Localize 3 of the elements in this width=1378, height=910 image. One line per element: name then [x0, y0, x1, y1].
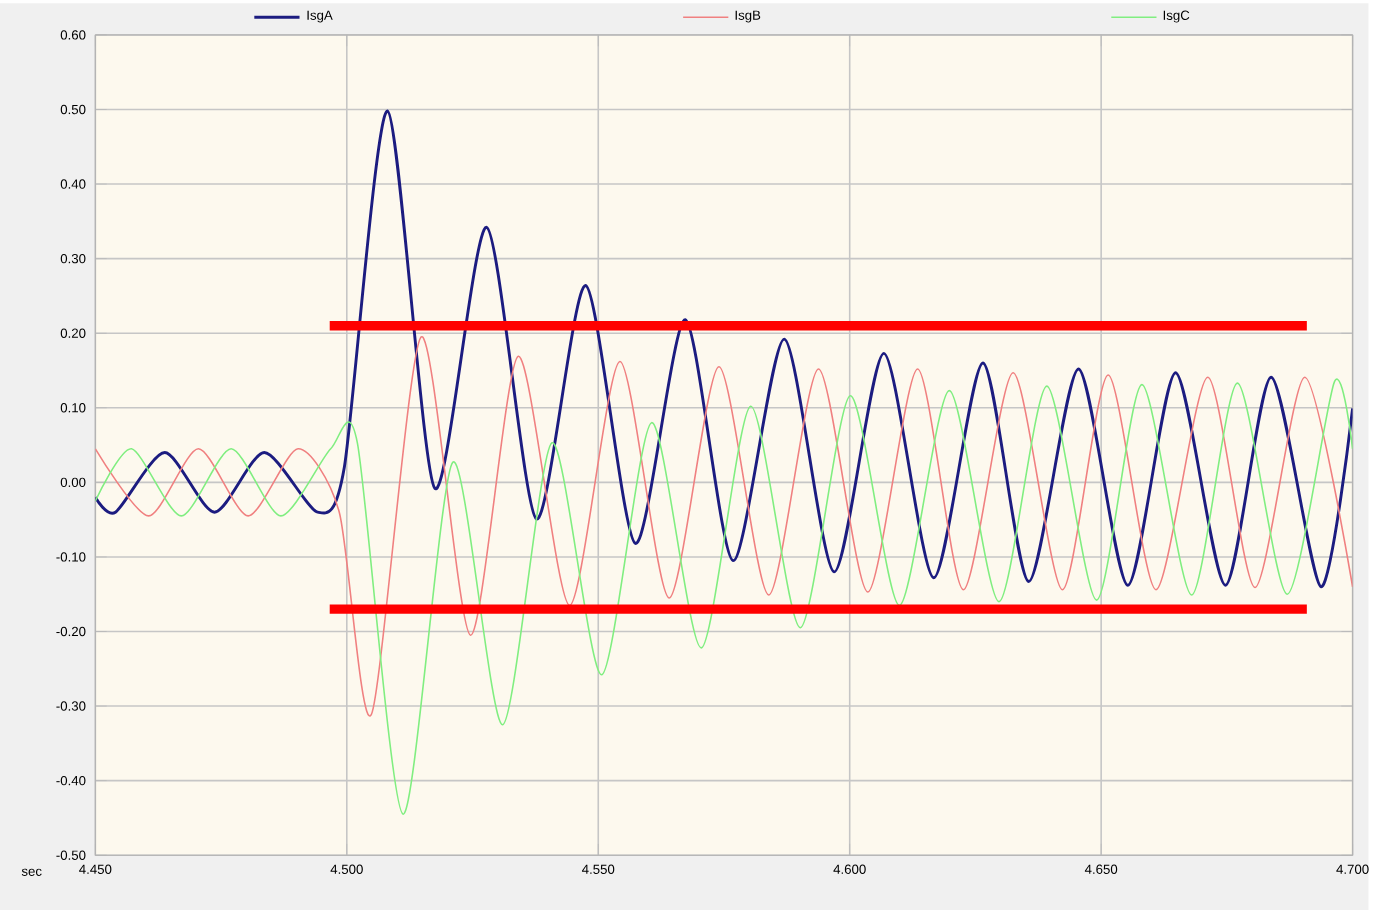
- line-series: [95, 335, 1353, 715]
- line-series: [95, 380, 1353, 815]
- line-series: [95, 109, 1353, 588]
